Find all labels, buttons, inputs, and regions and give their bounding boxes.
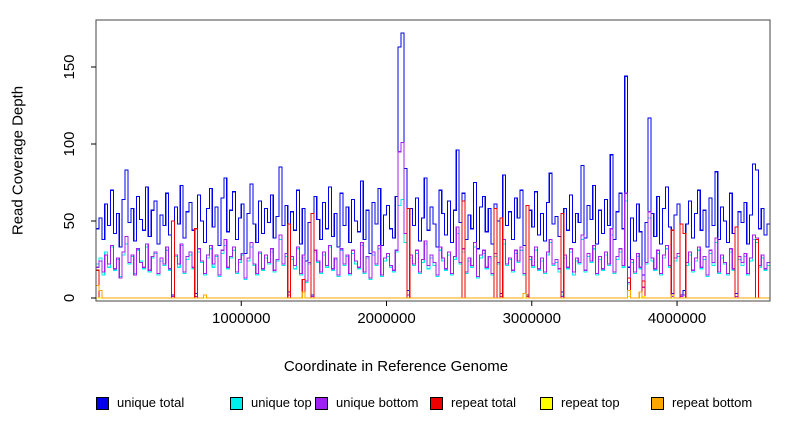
- series-layer: [96, 32, 770, 299]
- series-unique-bottom: [96, 141, 770, 298]
- series-repeat-bottom: [96, 285, 770, 299]
- legend-swatch-unique-top: [230, 396, 243, 410]
- legend-item-unique-total: unique total: [96, 396, 184, 410]
- legend: unique total unique top unique bottom repea…: [0, 396, 792, 416]
- x-axis-title: Coordinate in Reference Genome: [283, 358, 509, 375]
- legend-item-repeat-top: repeat top: [540, 396, 620, 410]
- y-tick-label: 0: [61, 294, 78, 302]
- legend-item-repeat-total: repeat total: [430, 396, 516, 410]
- x-tick-label: 2000000: [357, 310, 415, 327]
- legend-label: unique bottom: [336, 395, 419, 410]
- plot-frame: [95, 19, 771, 302]
- axes-layer: 0 50 100 150 1000000 2000000 3000000 4000000: [61, 19, 771, 327]
- legend-label: unique top: [251, 395, 312, 410]
- plot-svg: 0 50 100 150 1000000 2000000 3000000 4000000: [61, 19, 771, 327]
- x-tick-label: 4000000: [648, 310, 706, 327]
- legend-swatch-repeat-total: [430, 396, 443, 410]
- legend-label: repeat total: [451, 395, 517, 410]
- legend-item-unique-top: unique top: [230, 396, 312, 410]
- y-tick-label: 50: [61, 213, 78, 230]
- legend-label: unique total: [117, 395, 185, 410]
- legend-swatch-repeat-top: [540, 396, 553, 410]
- y-tick-label: 100: [61, 131, 78, 156]
- legend-item-unique-bottom: unique bottom: [315, 396, 418, 410]
- x-tick-label: 1000000: [212, 310, 270, 327]
- legend-label: repeat top: [561, 395, 620, 410]
- legend-swatch-repeat-bottom: [651, 396, 664, 410]
- y-axis-title: Read Coverage Depth: [9, 85, 27, 236]
- legend-label: repeat bottom: [672, 395, 753, 410]
- series-unique-total: [96, 32, 770, 296]
- legend-item-repeat-bottom: repeat bottom: [651, 396, 752, 410]
- legend-swatch-unique-bottom: [315, 396, 328, 410]
- x-tick-label: 3000000: [503, 310, 561, 327]
- y-tick-label: 150: [61, 54, 78, 79]
- legend-swatch-unique-total: [96, 396, 109, 410]
